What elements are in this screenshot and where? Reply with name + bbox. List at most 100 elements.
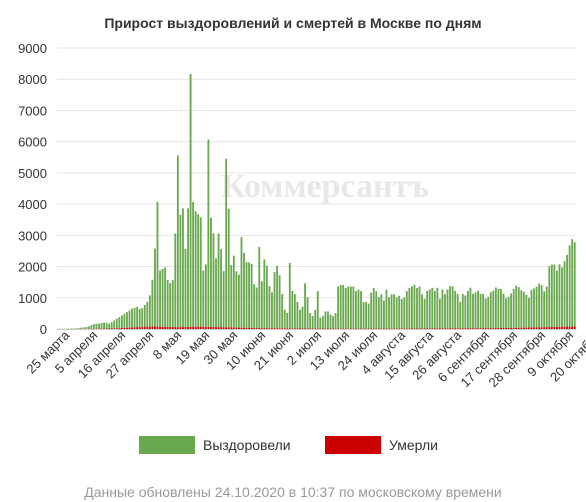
bar-recovered <box>395 297 398 329</box>
bar-recovered <box>472 293 474 329</box>
bar-deaths <box>126 327 128 329</box>
bar-recovered <box>316 291 319 329</box>
bar-recovered <box>487 296 490 329</box>
bar-recovered <box>388 297 390 329</box>
bar-recovered <box>535 286 538 328</box>
bar-deaths <box>444 328 446 329</box>
bar-deaths <box>438 328 441 329</box>
bar-deaths <box>230 327 233 329</box>
bar-recovered <box>393 294 396 329</box>
bar-deaths <box>176 327 179 329</box>
bar-recovered <box>418 286 421 329</box>
bar-recovered <box>365 302 368 329</box>
bar-deaths <box>466 328 469 329</box>
y-tick-label: 5000 <box>18 166 47 181</box>
bar-recovered <box>128 310 131 328</box>
bar-deaths <box>540 327 543 329</box>
bar-recovered <box>90 325 93 329</box>
bar-deaths <box>449 328 451 329</box>
bar-recovered <box>87 326 90 329</box>
bar-recovered <box>174 233 177 328</box>
legend-swatch-recovered <box>139 436 195 454</box>
bar-deaths <box>278 328 281 329</box>
bar-recovered <box>184 248 187 328</box>
bar-recovered <box>268 286 271 329</box>
bars <box>57 73 576 329</box>
bar-recovered <box>400 298 403 329</box>
bar-deaths <box>484 328 487 329</box>
bar-recovered <box>222 271 225 328</box>
bar-deaths <box>522 327 525 329</box>
bar-recovered <box>441 289 444 329</box>
bar-recovered <box>189 73 192 327</box>
bar-deaths <box>207 326 210 329</box>
bar-recovered <box>141 308 144 327</box>
bar-recovered <box>304 283 306 329</box>
bar-deaths <box>166 326 169 329</box>
bar-recovered <box>77 328 80 329</box>
bar-recovered <box>314 309 317 329</box>
bar-recovered <box>416 287 418 329</box>
bar-deaths <box>197 326 200 329</box>
bar-recovered <box>82 327 85 329</box>
bar-recovered <box>423 298 426 329</box>
bar-recovered <box>431 287 434 329</box>
bar-recovered <box>571 239 574 327</box>
bar-recovered <box>538 283 541 328</box>
bar-recovered <box>563 261 566 327</box>
bar-recovered <box>334 313 337 329</box>
bar-deaths <box>128 327 131 329</box>
bar-deaths <box>515 327 518 329</box>
bar-deaths <box>517 327 520 329</box>
bar-recovered <box>558 264 561 327</box>
bar-recovered <box>276 265 278 329</box>
bar-deaths <box>497 328 500 329</box>
bar-deaths <box>558 326 561 329</box>
bar-deaths <box>240 327 243 329</box>
bar-deaths <box>477 328 479 329</box>
bar-recovered <box>461 293 464 329</box>
bar-recovered <box>154 248 156 327</box>
bar-recovered <box>133 307 136 328</box>
bar-deaths <box>489 328 492 329</box>
bar-recovered <box>85 327 88 329</box>
bar-deaths <box>263 328 266 329</box>
bar-deaths <box>156 326 159 329</box>
bar-recovered <box>545 286 548 328</box>
bar-deaths <box>215 327 217 329</box>
y-tick-label: 4000 <box>18 197 47 212</box>
bar-recovered <box>451 286 454 329</box>
bar-recovered <box>286 312 289 329</box>
bar-recovered <box>146 301 149 327</box>
bar-recovered <box>108 323 111 329</box>
bar-deaths <box>271 328 273 329</box>
grid <box>57 47 576 330</box>
bar-deaths <box>520 327 523 329</box>
bar-deaths <box>487 328 490 329</box>
bar-recovered <box>459 301 462 329</box>
bar-recovered <box>136 306 139 328</box>
bar-recovered <box>550 264 553 328</box>
bar-recovered <box>260 281 263 329</box>
bar-recovered <box>357 289 360 329</box>
bar-deaths <box>441 328 444 329</box>
bar-recovered <box>202 270 205 327</box>
bar-deaths <box>154 326 156 329</box>
bar-recovered <box>301 306 304 329</box>
bar-deaths <box>545 327 548 329</box>
bar-recovered <box>237 274 240 328</box>
bar-recovered <box>118 317 121 329</box>
bar-recovered <box>474 292 477 329</box>
bar-deaths <box>454 328 457 329</box>
bar-recovered <box>398 295 401 329</box>
bar-recovered <box>123 313 126 328</box>
bar-deaths <box>283 328 286 329</box>
bar-deaths <box>451 328 454 329</box>
bar-recovered <box>250 263 253 328</box>
bar-recovered <box>197 214 200 327</box>
y-axis: 0 1000 2000 3000 4000 5000 6000 7000 8000 9000 <box>18 41 47 337</box>
bar-recovered <box>288 262 291 329</box>
watermark-logo: Коммерсантъ <box>221 168 429 205</box>
bar-recovered <box>243 252 245 328</box>
bar-recovered <box>245 262 248 328</box>
